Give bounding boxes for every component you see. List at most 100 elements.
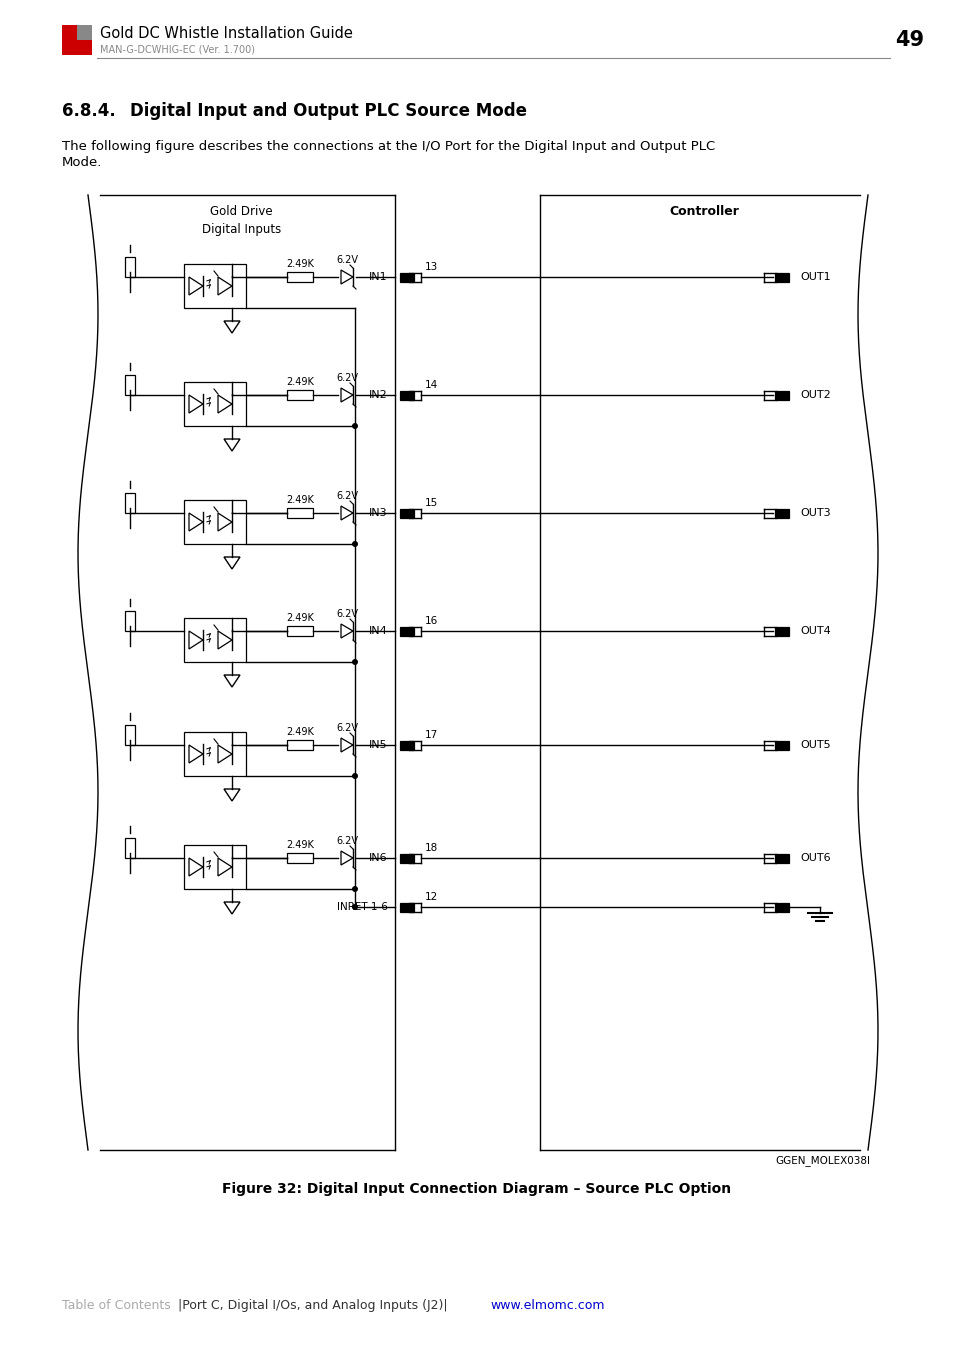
Text: 15: 15: [424, 498, 437, 508]
Polygon shape: [224, 675, 240, 687]
Bar: [399, 903, 414, 911]
Text: 6.2V: 6.2V: [335, 609, 357, 620]
Text: 13: 13: [424, 262, 437, 271]
Bar: [125, 612, 135, 630]
Polygon shape: [340, 850, 353, 865]
Bar: [774, 273, 788, 282]
Polygon shape: [218, 277, 232, 296]
Polygon shape: [340, 506, 353, 520]
Circle shape: [352, 774, 357, 779]
Bar: [125, 493, 135, 513]
Text: 17: 17: [424, 730, 437, 740]
Text: 16: 16: [424, 616, 437, 626]
Text: 6.2V: 6.2V: [335, 836, 357, 846]
Bar: [287, 740, 313, 751]
Text: 6.8.4.: 6.8.4.: [62, 103, 138, 120]
Polygon shape: [340, 270, 353, 284]
Bar: [399, 273, 414, 282]
Bar: [287, 271, 313, 282]
Text: MAN-G-DCWHIG-EC (Ver. 1.700): MAN-G-DCWHIG-EC (Ver. 1.700): [100, 45, 254, 54]
Polygon shape: [189, 513, 203, 531]
Circle shape: [352, 659, 357, 666]
Text: 2.49K: 2.49K: [286, 728, 314, 737]
Bar: [774, 853, 788, 863]
Text: IN6: IN6: [369, 853, 388, 863]
Polygon shape: [189, 396, 203, 413]
Text: 2.49K: 2.49K: [286, 840, 314, 850]
Text: IN1: IN1: [369, 271, 388, 282]
Text: OUT3: OUT3: [800, 508, 830, 518]
Text: INRET 1-6: INRET 1-6: [336, 902, 388, 913]
Text: 6.2V: 6.2V: [335, 724, 357, 733]
Polygon shape: [218, 745, 232, 763]
Bar: [287, 626, 313, 636]
Polygon shape: [218, 859, 232, 876]
Text: 2.49K: 2.49K: [286, 259, 314, 269]
Bar: [399, 853, 414, 863]
Polygon shape: [340, 387, 353, 402]
Text: 2.49K: 2.49K: [286, 377, 314, 387]
Text: 49: 49: [895, 30, 923, 50]
Circle shape: [352, 541, 357, 547]
Text: The following figure describes the connections at the I/O Port for the Digital I: The following figure describes the conne…: [62, 140, 715, 153]
Polygon shape: [224, 902, 240, 914]
Circle shape: [352, 904, 357, 910]
Polygon shape: [340, 738, 353, 752]
Polygon shape: [224, 321, 240, 333]
Text: IN4: IN4: [369, 626, 388, 636]
Bar: [184, 382, 246, 427]
Text: OUT5: OUT5: [800, 740, 830, 751]
Text: 2.49K: 2.49K: [286, 613, 314, 622]
Polygon shape: [224, 439, 240, 451]
Bar: [774, 626, 788, 636]
Text: 14: 14: [424, 379, 437, 390]
Bar: [184, 500, 246, 544]
Text: Figure 32: Digital Input Connection Diagram – Source PLC Option: Figure 32: Digital Input Connection Diag…: [222, 1183, 731, 1196]
Text: 6.2V: 6.2V: [335, 255, 357, 265]
Bar: [125, 256, 135, 277]
Text: IN2: IN2: [369, 390, 388, 400]
Polygon shape: [62, 26, 91, 55]
Text: GGEN_MOLEX038I: GGEN_MOLEX038I: [774, 1156, 869, 1166]
Text: |Port C, Digital I/Os, and Analog Inputs (J2)|: |Port C, Digital I/Os, and Analog Inputs…: [170, 1299, 447, 1312]
Text: 6.2V: 6.2V: [335, 373, 357, 383]
Polygon shape: [340, 624, 353, 639]
Bar: [774, 741, 788, 749]
Bar: [125, 725, 135, 745]
Text: 6.2V: 6.2V: [335, 491, 357, 501]
Bar: [774, 509, 788, 517]
Text: 18: 18: [424, 842, 437, 853]
Polygon shape: [224, 788, 240, 801]
Text: OUT2: OUT2: [800, 390, 830, 400]
Bar: [184, 732, 246, 776]
Text: Digital Input and Output PLC Source Mode: Digital Input and Output PLC Source Mode: [130, 103, 526, 120]
Polygon shape: [224, 558, 240, 568]
Bar: [287, 508, 313, 518]
Text: 2.49K: 2.49K: [286, 495, 314, 505]
Bar: [399, 390, 414, 400]
Bar: [774, 390, 788, 400]
Text: Controller: Controller: [668, 205, 739, 217]
Text: OUT1: OUT1: [800, 271, 830, 282]
Text: Table of Contents: Table of Contents: [62, 1299, 171, 1312]
Polygon shape: [62, 26, 77, 40]
Bar: [184, 845, 246, 890]
Bar: [287, 853, 313, 863]
Text: IN3: IN3: [369, 508, 388, 518]
Bar: [399, 741, 414, 749]
Circle shape: [352, 423, 357, 429]
Polygon shape: [189, 277, 203, 296]
Bar: [125, 838, 135, 859]
Text: Gold Drive
Digital Inputs: Gold Drive Digital Inputs: [202, 205, 281, 236]
Bar: [184, 265, 246, 308]
Bar: [287, 390, 313, 400]
Polygon shape: [189, 745, 203, 763]
Polygon shape: [189, 630, 203, 649]
Text: OUT6: OUT6: [800, 853, 830, 863]
Text: www.elmomc.com: www.elmomc.com: [490, 1299, 604, 1312]
Polygon shape: [218, 630, 232, 649]
Polygon shape: [218, 396, 232, 413]
Text: OUT4: OUT4: [800, 626, 830, 636]
Polygon shape: [189, 859, 203, 876]
Bar: [399, 509, 414, 517]
